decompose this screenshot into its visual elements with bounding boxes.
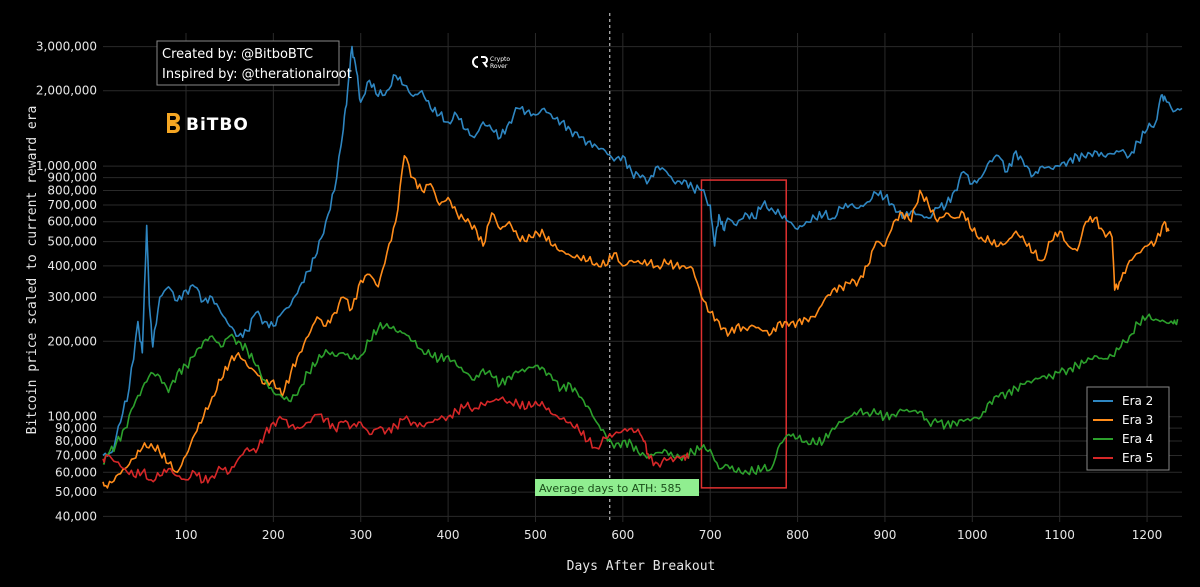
ath-label: Average days to ATH: 585 [535,479,699,496]
x-axis-title: Days After Breakout [567,559,716,574]
grid [103,33,1182,522]
y-tick-label: 200,000 [47,334,97,348]
highlight-box [700,179,787,489]
x-tick-label: 500 [524,528,547,542]
legend: Era 2 Era 3 Era 4 Era 5 [1086,386,1170,471]
x-tick-label: 1000 [957,528,988,542]
crypto-rover-line1: Crypto [490,56,510,63]
credit-created-by: Created by: @BitboBTC [162,47,313,62]
crypto-rover-line2: Rover [490,63,508,70]
y-tick-label: 900,000 [47,171,97,185]
x-tick-label: 200 [262,528,285,542]
bitbo-logo-text: BiTBO [186,115,249,135]
y-tick-label: 800,000 [47,183,97,197]
y-axis-ticks: 40,000 50,000 60,000 70,00080,00090,000100,… [36,40,97,524]
y-tick-label: 3,000,000 [36,40,97,54]
credits-box: Created by: @BitboBTC Inspired by: @ther… [156,40,352,86]
ath-label-text: Average days to ATH: 585 [539,482,682,495]
x-tick-label: 300 [349,528,372,542]
x-tick-label: 400 [437,528,460,542]
y-tick-label: 500,000 [47,235,97,249]
crypto-rover-logo: Crypto Rover [472,56,510,70]
y-tick-label: 60,000 [55,465,97,479]
y-tick-label: 70,000 [55,449,97,463]
y-tick-label: 80,000 [55,434,97,448]
x-axis-ticks: 100 200 300 400 500 600 700 800 900 1000 1100 1200 [175,528,1163,542]
credit-inspired-by: Inspired by: @therationalroot [162,67,352,82]
y-tick-label: 700,000 [47,198,97,212]
y-tick-label: 600,000 [47,215,97,229]
crypto-rover-mark [472,56,488,68]
legend-label: Era 3 [1122,413,1153,427]
x-tick-label: 800 [786,528,809,542]
x-tick-label: 900 [873,528,896,542]
y-tick-label: 1,000,000 [36,159,97,173]
series-lines [102,45,1183,489]
x-tick-label: 600 [611,528,634,542]
y-tick-label: 2,000,000 [36,84,97,98]
y-tick-label: 100,000 [47,410,97,424]
legend-label: Era 2 [1122,394,1153,408]
series-line-era-5 [102,396,690,484]
legend-label: Era 5 [1122,451,1153,465]
x-tick-label: 1200 [1132,528,1163,542]
x-tick-label: 100 [175,528,198,542]
series-line-era-2 [102,45,1183,457]
y-axis-title: Bitcoin price scaled to current reward e… [25,106,40,435]
y-tick-label: 400,000 [47,259,97,273]
bitbo-logo-mark [167,113,180,133]
series-line-era-4 [102,313,1179,476]
annotations [609,13,787,522]
series-line-era-3 [102,155,1170,489]
x-tick-label: 1100 [1044,528,1075,542]
y-tick-label: 300,000 [47,290,97,304]
y-tick-label: 40,000 [55,509,97,523]
credits-border [156,40,340,86]
y-tick-label: 90,000 [55,421,97,435]
ath-label-background [535,479,699,496]
y-tick-label: 50,000 [55,485,97,499]
legend-label: Era 4 [1122,432,1153,446]
bitbo-logo: BiTBO [167,113,249,135]
x-tick-label: 700 [699,528,722,542]
